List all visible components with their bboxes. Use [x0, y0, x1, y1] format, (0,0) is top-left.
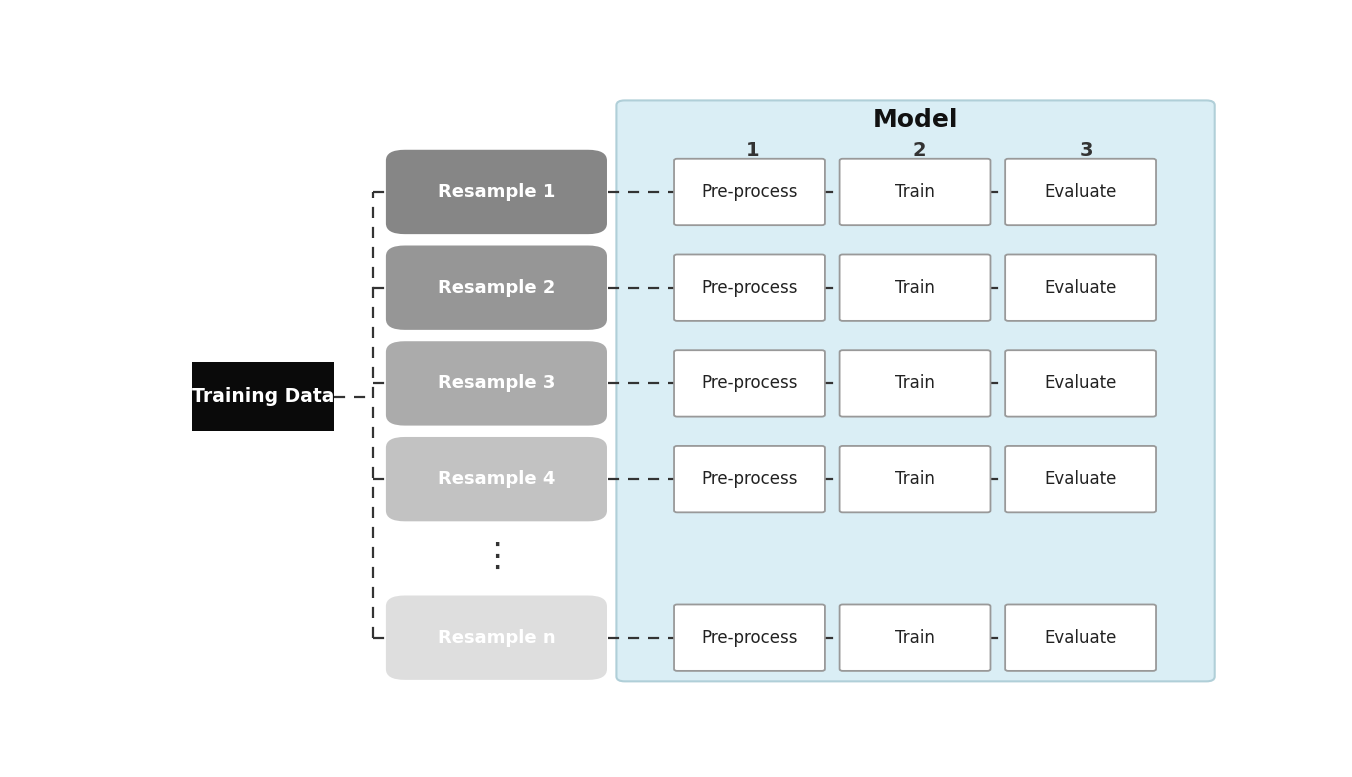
- FancyBboxPatch shape: [675, 159, 825, 225]
- FancyBboxPatch shape: [385, 595, 607, 680]
- Text: Model: Model: [873, 108, 959, 132]
- Text: Resample n: Resample n: [438, 629, 556, 646]
- FancyBboxPatch shape: [385, 341, 607, 426]
- Text: Resample 2: Resample 2: [438, 279, 556, 297]
- Text: Train: Train: [895, 470, 936, 488]
- Text: Pre-process: Pre-process: [702, 279, 798, 297]
- Text: Train: Train: [895, 279, 936, 297]
- FancyBboxPatch shape: [840, 255, 991, 321]
- FancyBboxPatch shape: [1005, 350, 1156, 416]
- Text: Train: Train: [895, 183, 936, 201]
- Text: Pre-process: Pre-process: [702, 375, 798, 392]
- FancyBboxPatch shape: [1005, 255, 1156, 321]
- Text: Evaluate: Evaluate: [1044, 279, 1117, 297]
- Text: Evaluate: Evaluate: [1044, 629, 1117, 646]
- Text: Train: Train: [895, 375, 936, 392]
- FancyBboxPatch shape: [1005, 159, 1156, 225]
- FancyBboxPatch shape: [385, 437, 607, 521]
- Text: Evaluate: Evaluate: [1044, 183, 1117, 201]
- Text: ⋮: ⋮: [480, 541, 514, 573]
- FancyBboxPatch shape: [675, 255, 825, 321]
- Text: Pre-process: Pre-process: [702, 629, 798, 646]
- Text: Resample 1: Resample 1: [438, 183, 556, 201]
- Text: 3: 3: [1080, 141, 1094, 159]
- Text: Pre-process: Pre-process: [702, 470, 798, 488]
- Text: Evaluate: Evaluate: [1044, 470, 1117, 488]
- FancyBboxPatch shape: [192, 362, 334, 431]
- Text: 2: 2: [913, 141, 926, 159]
- FancyBboxPatch shape: [1005, 605, 1156, 671]
- Text: Pre-process: Pre-process: [702, 183, 798, 201]
- Text: 1: 1: [746, 141, 760, 159]
- FancyBboxPatch shape: [675, 446, 825, 512]
- Text: Training Data: Training Data: [192, 388, 334, 406]
- FancyBboxPatch shape: [840, 446, 991, 512]
- FancyBboxPatch shape: [840, 159, 991, 225]
- FancyBboxPatch shape: [617, 100, 1214, 681]
- Text: Train: Train: [895, 629, 936, 646]
- FancyBboxPatch shape: [675, 350, 825, 416]
- FancyBboxPatch shape: [840, 350, 991, 416]
- FancyBboxPatch shape: [1005, 446, 1156, 512]
- FancyBboxPatch shape: [385, 246, 607, 330]
- Text: Resample 3: Resample 3: [438, 375, 556, 392]
- Text: Evaluate: Evaluate: [1044, 375, 1117, 392]
- FancyBboxPatch shape: [385, 150, 607, 234]
- FancyBboxPatch shape: [840, 605, 991, 671]
- Text: Resample 4: Resample 4: [438, 470, 556, 488]
- FancyBboxPatch shape: [675, 605, 825, 671]
